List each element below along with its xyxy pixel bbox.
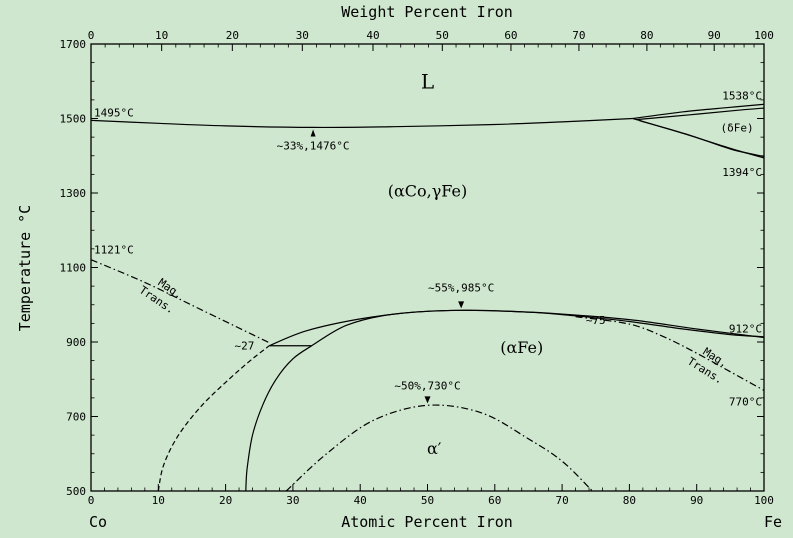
phase-region-label: L — [421, 70, 434, 94]
phase-region-label: α′ — [427, 439, 442, 458]
phase-boundary-curve — [285, 404, 593, 492]
bottom-tick-label: 60 — [488, 494, 501, 507]
y-tick-label: 700 — [66, 411, 86, 424]
bottom-tick-label: 80 — [623, 494, 636, 507]
bottom-tick-label: 10 — [152, 494, 165, 507]
y-tick-label: 1500 — [60, 113, 87, 126]
phase-boundary-curve — [157, 345, 270, 492]
annotation-label: ~27 — [234, 340, 254, 353]
bottom-tick-label: 40 — [354, 494, 367, 507]
bottom-tick-label: 0 — [88, 494, 95, 507]
phase-boundary-curve — [632, 103, 765, 120]
annotation-label: 1538°C — [722, 89, 762, 102]
phase-boundary-curve — [90, 117, 633, 129]
annotation-label: ~55%,985°C — [428, 281, 494, 294]
y-tick-label: 1700 — [60, 38, 87, 51]
annotation-label: ~75 — [586, 314, 606, 327]
phase-region-label: (αCo,γFe) — [388, 182, 468, 201]
y-tick-label: 1300 — [60, 187, 87, 200]
phase-boundary-curve — [90, 259, 270, 344]
top-axis-title: Weight Percent Iron — [341, 3, 513, 21]
top-tick-label: 50 — [436, 29, 449, 42]
annotation-label: 1495°C — [94, 106, 134, 119]
maximum-markers — [310, 129, 465, 404]
y-tick-label: 1100 — [60, 262, 87, 275]
phase-region-label: (αFe) — [500, 338, 543, 357]
bottom-tick-label: 20 — [219, 494, 232, 507]
top-tick-label: 10 — [155, 29, 168, 42]
annotation-label: 1121°C — [94, 244, 134, 257]
bottom-tick-label: 100 — [754, 494, 774, 507]
plot-frame — [90, 43, 765, 492]
top-tick-label: 0 — [88, 29, 95, 42]
top-tick-label: 70 — [572, 29, 585, 42]
bottom-tick-label: 30 — [286, 494, 299, 507]
bottom-tick-label: 50 — [421, 494, 434, 507]
bottom-tick-label: 70 — [555, 494, 568, 507]
y-tick-label: 900 — [66, 336, 86, 349]
top-tick-label: 80 — [640, 29, 653, 42]
annotation-label: ~33%,1476°C — [277, 139, 350, 152]
annotation-label: 770°C — [729, 395, 762, 408]
annotation-label: ~50%,730°C — [394, 379, 460, 392]
phase-boundary-curve — [639, 120, 765, 158]
y-axis-title: Temperature °C — [16, 205, 34, 331]
axis-ticks: 0 10 20 30 40 50 60 70 80 90 100 0 10 20 30 40 50 60 70 80 9… — [60, 29, 774, 507]
extremum-marker — [458, 301, 465, 309]
annotation-label: 1394°C — [722, 166, 762, 179]
fe-end-label: Fe — [764, 513, 782, 531]
annotation-label: (δFe) — [721, 122, 754, 135]
top-tick-label: 30 — [296, 29, 309, 42]
top-tick-label: 60 — [504, 29, 517, 42]
y-tick-label: 500 — [66, 485, 86, 498]
phase-boundary-curve — [575, 316, 765, 391]
co-end-label: Co — [89, 513, 107, 531]
bottom-tick-label: 90 — [690, 494, 703, 507]
phase-boundary-curve — [245, 345, 313, 492]
extremum-marker — [424, 396, 431, 404]
top-tick-label: 100 — [754, 29, 774, 42]
top-tick-label: 90 — [708, 29, 721, 42]
extremum-marker — [310, 129, 316, 137]
phase-boundary-curve — [311, 309, 765, 347]
top-tick-label: 20 — [226, 29, 239, 42]
annotation-label: 912°C — [729, 323, 762, 336]
top-tick-label: 40 — [366, 29, 379, 42]
phase-boundary-curve — [636, 107, 765, 121]
phase-boundaries — [90, 103, 765, 492]
bottom-axis-title: Atomic Percent Iron — [341, 513, 513, 531]
